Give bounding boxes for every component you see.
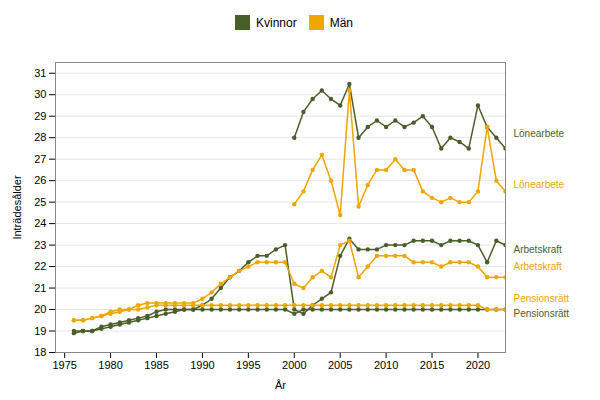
- html-text:Män: Män: [329, 15, 353, 30]
- svg-text:1985: 1985: [144, 359, 168, 371]
- svg-text:30: 30: [34, 88, 46, 100]
- html-text:Kvinnor: Kvinnor: [256, 15, 297, 30]
- svg-text:25: 25: [34, 196, 46, 208]
- svg-text:Arbetskraft: Arbetskraft: [514, 244, 563, 255]
- svg-text:31: 31: [34, 67, 46, 79]
- svg-text:2020: 2020: [466, 359, 490, 371]
- svg-text:Pensionsrätt: Pensionsrätt: [514, 293, 570, 304]
- svg-text:2010: 2010: [374, 359, 398, 371]
- svg-text:28: 28: [34, 131, 46, 143]
- svg-text:20: 20: [34, 303, 46, 315]
- svg-text:1980: 1980: [98, 359, 122, 371]
- svg-text:23: 23: [34, 239, 46, 251]
- svg-text:2005: 2005: [328, 359, 352, 371]
- svg-text:21: 21: [34, 282, 46, 294]
- svg-text:18: 18: [34, 346, 46, 358]
- svg-text:22: 22: [34, 260, 46, 272]
- svg-text:1975: 1975: [52, 359, 76, 371]
- svg-text:26: 26: [34, 174, 46, 186]
- svg-text:Inträdesålder: Inträdesålder: [11, 175, 23, 240]
- svg-text:Lönearbete: Lönearbete: [514, 179, 565, 190]
- svg-text:29: 29: [34, 110, 46, 122]
- svg-text:2015: 2015: [420, 359, 444, 371]
- svg-text:Lönearbete: Lönearbete: [514, 128, 565, 139]
- svg-text:1995: 1995: [236, 359, 260, 371]
- svg-text:24: 24: [34, 217, 46, 229]
- svg-text:19: 19: [34, 325, 46, 337]
- svg-text:Pensionsrätt: Pensionsrätt: [514, 308, 570, 319]
- svg-text:År: År: [275, 379, 286, 391]
- svg-text:2000: 2000: [282, 359, 306, 371]
- svg-text:27: 27: [34, 153, 46, 165]
- svg-text:1990: 1990: [190, 359, 214, 371]
- svg-text:Arbetskraft: Arbetskraft: [514, 261, 563, 272]
